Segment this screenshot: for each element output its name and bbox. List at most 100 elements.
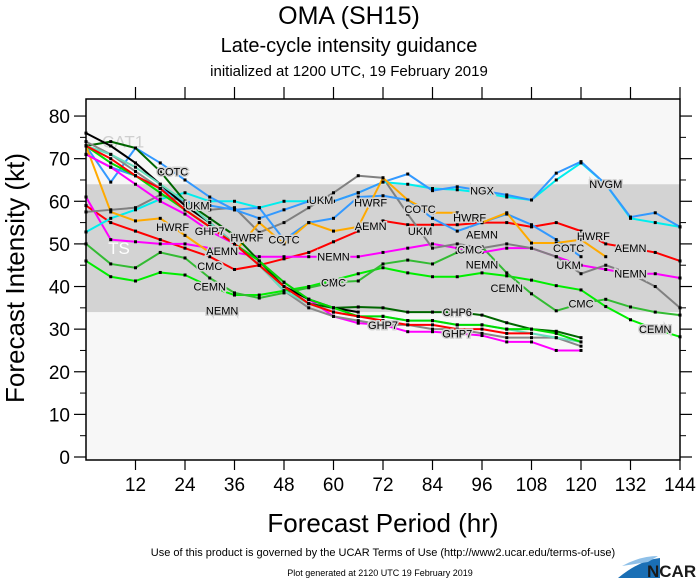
series-label: AEMN [466, 230, 498, 242]
data-point [431, 223, 434, 227]
data-point [158, 216, 162, 220]
data-point [554, 221, 558, 225]
data-point [505, 211, 509, 215]
data-point [530, 278, 533, 282]
series-label: COTC [268, 235, 299, 247]
data-point [356, 319, 360, 323]
x-tick-label: 60 [323, 475, 344, 496]
data-point [257, 296, 261, 300]
data-point [554, 255, 558, 259]
data-point [629, 246, 632, 250]
data-point [505, 195, 509, 199]
data-point [381, 176, 385, 180]
data-point [653, 285, 657, 289]
data-point [257, 230, 261, 234]
series-label: HWRF [230, 233, 263, 245]
data-point [604, 242, 608, 246]
data-point [530, 246, 533, 250]
data-point [109, 238, 113, 242]
data-point [208, 225, 212, 229]
data-point [356, 195, 360, 199]
data-point [282, 291, 286, 295]
series-label: CMC [457, 245, 482, 257]
data-point [158, 182, 162, 186]
data-point [257, 259, 261, 263]
data-point [554, 241, 558, 245]
series-label: COTC [553, 243, 584, 255]
data-point [455, 250, 459, 254]
y-tick-label: 40 [49, 278, 70, 299]
data-point [406, 212, 410, 216]
x-tick-label: 120 [565, 475, 597, 496]
series-label: HWRF [354, 197, 387, 209]
data-point [307, 199, 311, 203]
data-point [381, 306, 385, 310]
data-point [307, 221, 311, 225]
data-point [505, 321, 509, 325]
data-point [233, 206, 236, 210]
data-point [455, 223, 459, 227]
data-point [480, 271, 484, 275]
data-point [530, 225, 533, 229]
data-point [653, 211, 657, 215]
data-point [530, 331, 533, 335]
data-point [381, 323, 385, 327]
data-point [109, 152, 113, 156]
data-point [455, 242, 459, 246]
data-point [356, 314, 360, 318]
data-point [134, 229, 137, 233]
data-point [653, 250, 657, 254]
ncar-logo-swoosh-light [622, 556, 658, 566]
series-label: HWRF [453, 213, 486, 225]
y-tick-label: 80 [49, 107, 70, 128]
data-point [554, 284, 558, 288]
data-point [134, 240, 137, 244]
data-point [208, 246, 212, 250]
data-point [134, 174, 137, 178]
data-point [579, 344, 583, 348]
series-label: AEMN [615, 243, 647, 255]
data-point [208, 199, 212, 203]
data-point [579, 238, 583, 242]
series-label: UKM [556, 260, 580, 272]
data-point [183, 191, 187, 195]
data-point [282, 208, 286, 212]
data-point [332, 199, 335, 203]
data-point [307, 255, 311, 259]
data-point [381, 266, 385, 270]
data-point [158, 270, 162, 274]
data-point [282, 242, 286, 246]
data-point [282, 280, 286, 284]
series-label: NEMN [466, 259, 498, 271]
data-point [554, 238, 558, 242]
data-point [431, 319, 434, 323]
data-point [356, 279, 360, 283]
data-point [455, 188, 459, 192]
data-point [134, 169, 137, 173]
data-point [480, 191, 484, 195]
data-point [332, 280, 335, 284]
data-point [381, 194, 385, 198]
data-point [629, 318, 632, 322]
data-point [332, 314, 335, 318]
data-point [158, 250, 162, 254]
data-point [282, 238, 286, 242]
data-point [455, 246, 459, 250]
data-point [109, 216, 113, 220]
data-point [183, 199, 187, 203]
data-point [629, 305, 632, 309]
ncar-logo-text: NCAR [647, 562, 696, 580]
data-point [653, 327, 657, 331]
data-point [480, 313, 484, 317]
series-label: NGX [470, 186, 495, 198]
data-point [554, 309, 558, 313]
data-point [455, 185, 459, 189]
data-point [332, 240, 335, 244]
data-point [109, 161, 113, 165]
data-point [208, 229, 212, 233]
data-point [158, 199, 162, 203]
data-point [480, 246, 484, 250]
data-point [455, 229, 459, 233]
data-point [134, 219, 137, 223]
